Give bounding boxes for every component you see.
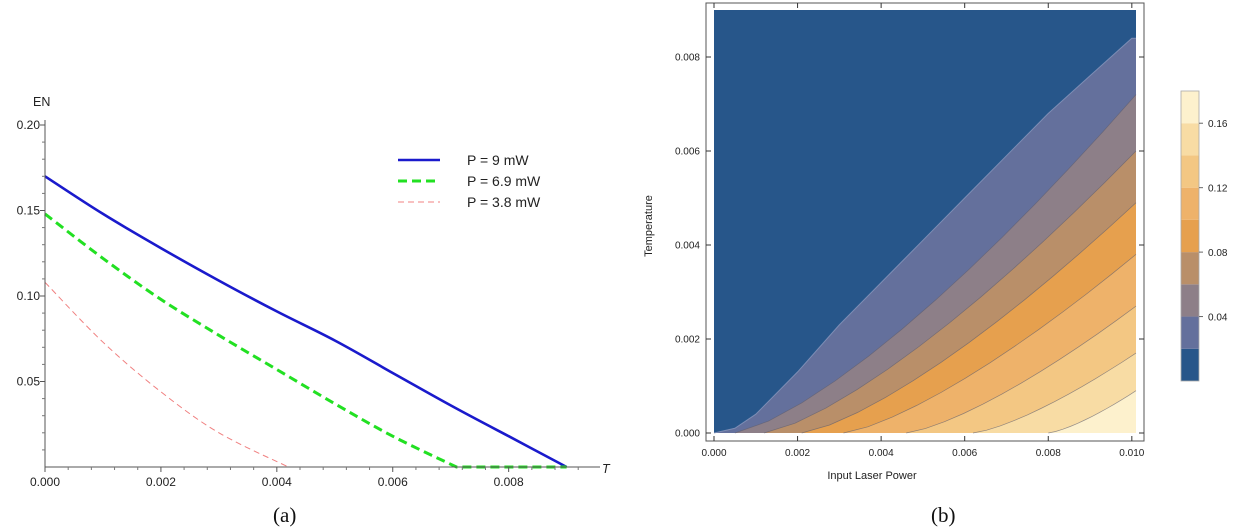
colorbar-tick-label: 0.16 <box>1208 119 1228 130</box>
y-tick-label: 0.20 <box>17 118 41 132</box>
x-tick-label: 0.008 <box>494 475 524 489</box>
colorbar-border <box>1180 90 1200 382</box>
colorbar-band-8 <box>1181 123 1199 156</box>
x-tick-label: 0.002 <box>146 475 176 489</box>
x-tick-label: 0.000 <box>30 475 60 489</box>
series-line-1 <box>44 175 568 469</box>
x-tick-label: 0.008 <box>1036 448 1061 459</box>
legend-label-3: P = 3.8 mW <box>467 194 541 210</box>
legend-label-2: P = 6.9 mW <box>467 173 541 189</box>
x-tick-label: 0.004 <box>869 448 894 459</box>
y-tick-label: 0.008 <box>675 53 700 64</box>
x-tick-label: 0.006 <box>952 448 977 459</box>
x-axis-label: Input Laser Power <box>827 470 917 482</box>
panel-b-caption: (b) <box>931 503 956 527</box>
legend: P = 9 mW P = 6.9 mW P = 3.8 mW <box>398 152 541 210</box>
colorbar-band-2 <box>1181 316 1199 349</box>
colorbar-band-4 <box>1181 252 1199 285</box>
colorbar-band-9 <box>1181 91 1199 124</box>
contour-line-8 <box>1048 390 1137 434</box>
y-tick-label: 0.15 <box>17 204 41 218</box>
colorbar-band-5 <box>1181 219 1199 253</box>
contour-band-8 <box>973 353 1136 433</box>
line-series-group <box>44 175 568 469</box>
colorbar-band-7 <box>1181 155 1199 188</box>
x-tick-label: 0.006 <box>378 475 408 489</box>
y-axis-label: EN <box>33 95 50 109</box>
colorbar: 0.04 0.08 0.12 0.16 <box>1180 90 1228 382</box>
x-axis-label: T <box>602 462 611 476</box>
x-tick-label: 0.010 <box>1119 448 1144 459</box>
tick-labels: 0.000 0.002 0.004 0.006 0.008 0.010 0.000 0.002… <box>675 3 1145 459</box>
legend-label-1: P = 9 mW <box>467 152 529 168</box>
y-tick-label: 0.10 <box>17 289 41 303</box>
tick-labels: 0.000 0.002 0.004 0.006 0.008 0.05 0.10 0.15 0.2… <box>17 118 579 489</box>
contour-chart-panel: 0.000 0.002 0.004 0.006 0.008 0.010 0.000 0.002… <box>643 2 1228 527</box>
x-tick-label: 0.000 <box>701 448 726 459</box>
colorbar-tick-label: 0.12 <box>1208 184 1228 195</box>
x-tick-label: 0.004 <box>262 475 292 489</box>
line-chart-panel: 0.000 0.002 0.004 0.006 0.008 0.05 0.10 0.15 0.2… <box>17 95 611 527</box>
y-tick-label: 0.002 <box>675 335 700 346</box>
y-axis-label: Temperature <box>643 195 655 257</box>
contour-fill <box>706 3 1144 441</box>
y-tick-label: 0.006 <box>675 147 700 158</box>
contour-line-6 <box>906 305 1137 434</box>
contour-line-1 <box>713 37 1136 434</box>
colorbar-band-1 <box>1181 348 1199 381</box>
contour-line-3 <box>763 150 1137 434</box>
panel-a-caption: (a) <box>273 503 296 527</box>
contour-lines <box>713 37 1137 434</box>
colorbar-band-3 <box>1181 284 1199 317</box>
contour-line-2 <box>734 94 1137 434</box>
colorbar-band-6 <box>1181 187 1199 220</box>
y-tick-label: 0.004 <box>675 241 700 252</box>
colorbar-tick-label: 0.04 <box>1208 313 1228 324</box>
x-tick-label: 0.002 <box>785 448 810 459</box>
y-tick-label: 0.05 <box>17 375 41 389</box>
contour-band-9 <box>1048 390 1136 433</box>
series-line-3 <box>44 281 567 468</box>
frame-border <box>705 2 1145 442</box>
series-line-2 <box>44 212 567 469</box>
colorbar-tick-label: 0.08 <box>1208 248 1228 259</box>
contour-line-7 <box>972 352 1137 434</box>
contour-line-4 <box>801 202 1137 434</box>
contour-line-5 <box>843 254 1137 434</box>
plot-frame <box>705 2 1145 442</box>
y-tick-label: 0.000 <box>675 429 700 440</box>
